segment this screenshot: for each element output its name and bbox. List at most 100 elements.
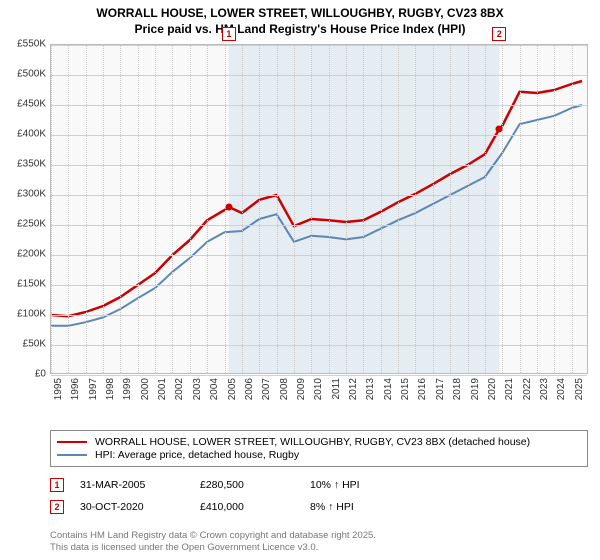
footer-line1: Contains HM Land Registry data © Crown c…	[50, 530, 376, 542]
x-tick-label: 2006	[244, 378, 255, 400]
x-tick-label: 2000	[140, 378, 151, 400]
gridline-v	[51, 45, 52, 373]
sale-flag-1: 1	[222, 27, 236, 41]
gridline-v	[103, 45, 104, 373]
gridline-v	[207, 45, 208, 373]
y-tick-label: £0	[35, 369, 46, 380]
gridline-h	[51, 345, 587, 346]
gridline-v	[398, 45, 399, 373]
x-tick-label: 2001	[157, 378, 168, 400]
x-tick-label: 1999	[122, 378, 133, 400]
x-tick-label: 1997	[88, 378, 99, 400]
x-tick-label: 2022	[522, 378, 533, 400]
x-tick-label: 2010	[313, 378, 324, 400]
x-tick-label: 2003	[192, 378, 203, 400]
chart-title-line2: Price paid vs. HM Land Registry's House …	[0, 22, 600, 36]
gridline-h	[51, 375, 587, 376]
x-tick-label: 2012	[348, 378, 359, 400]
gridline-h	[51, 165, 587, 166]
legend-label-hpi: HPI: Average price, detached house, Rugb…	[95, 449, 299, 461]
sale-marker-2: 2	[50, 500, 64, 514]
y-tick-label: £250K	[17, 219, 46, 230]
sale-price-2: £410,000	[200, 501, 310, 513]
y-tick-label: £450K	[17, 99, 46, 110]
gridline-v	[242, 45, 243, 373]
gridline-v	[155, 45, 156, 373]
gridline-v	[502, 45, 503, 373]
gridline-v	[190, 45, 191, 373]
gridline-v	[433, 45, 434, 373]
gridline-v	[120, 45, 121, 373]
gridline-h	[51, 105, 587, 106]
sale-marker-1: 1	[50, 478, 64, 492]
x-tick-label: 1998	[105, 378, 116, 400]
gridline-v	[294, 45, 295, 373]
y-tick-label: £150K	[17, 279, 46, 290]
gridline-v	[259, 45, 260, 373]
sale-date-2: 30-OCT-2020	[80, 501, 200, 513]
sale-diff-2: 8% ↑ HPI	[310, 501, 588, 513]
x-tick-label: 2021	[504, 378, 515, 400]
gridline-h	[51, 285, 587, 286]
y-tick-label: £100K	[17, 309, 46, 320]
sale-dot-2	[496, 126, 503, 133]
x-tick-label: 2011	[331, 378, 342, 400]
x-tick-label: 2005	[227, 378, 238, 400]
footer-line2: This data is licensed under the Open Gov…	[50, 542, 376, 554]
gridline-h	[51, 255, 587, 256]
x-tick-label: 2017	[435, 378, 446, 400]
x-tick-label: 2009	[296, 378, 307, 400]
sale-dot-1	[225, 204, 232, 211]
gridline-h	[51, 135, 587, 136]
x-tick-label: 2020	[487, 378, 498, 400]
gridline-h	[51, 75, 587, 76]
legend: WORRALL HOUSE, LOWER STREET, WILLOUGHBY,…	[50, 430, 588, 467]
y-tick-label: £400K	[17, 129, 46, 140]
gridline-v	[520, 45, 521, 373]
x-tick-label: 2014	[383, 378, 394, 400]
gridline-v	[138, 45, 139, 373]
gridline-h	[51, 225, 587, 226]
gridline-v	[381, 45, 382, 373]
gridline-v	[68, 45, 69, 373]
footer: Contains HM Land Registry data © Crown c…	[50, 530, 376, 554]
gridline-v	[554, 45, 555, 373]
legend-item-property: WORRALL HOUSE, LOWER STREET, WILLOUGHBY,…	[57, 436, 581, 448]
y-tick-label: £550K	[17, 39, 46, 50]
line-series	[51, 45, 589, 375]
legend-label-property: WORRALL HOUSE, LOWER STREET, WILLOUGHBY,…	[95, 436, 530, 448]
x-tick-label: 1996	[70, 378, 81, 400]
chart-container: 12 £0£50K£100K£150K£200K£250K£300K£350K£…	[50, 44, 588, 400]
gridline-h	[51, 195, 587, 196]
gridline-v	[450, 45, 451, 373]
x-tick-label: 2015	[400, 378, 411, 400]
x-tick-label: 2004	[209, 378, 220, 400]
x-tick-label: 2024	[556, 378, 567, 400]
x-tick-label: 2016	[417, 378, 428, 400]
gridline-h	[51, 45, 587, 46]
x-tick-label: 2018	[452, 378, 463, 400]
y-tick-label: £200K	[17, 249, 46, 260]
x-tick-label: 2013	[365, 378, 376, 400]
x-tick-label: 2023	[539, 378, 550, 400]
x-tick-label: 2008	[279, 378, 290, 400]
y-tick-label: £300K	[17, 189, 46, 200]
sale-price-1: £280,500	[200, 479, 310, 491]
sale-row-2: 2 30-OCT-2020 £410,000 8% ↑ HPI	[50, 500, 588, 514]
x-tick-label: 2025	[574, 378, 585, 400]
y-tick-label: £350K	[17, 159, 46, 170]
chart-title-line1: WORRALL HOUSE, LOWER STREET, WILLOUGHBY,…	[0, 0, 600, 22]
gridline-v	[415, 45, 416, 373]
y-tick-label: £500K	[17, 69, 46, 80]
sale-flag-2: 2	[492, 27, 506, 41]
gridline-v	[311, 45, 312, 373]
gridline-v	[572, 45, 573, 373]
gridline-v	[329, 45, 330, 373]
gridline-h	[51, 315, 587, 316]
x-tick-label: 2007	[261, 378, 272, 400]
plot-area: 12	[50, 44, 588, 374]
sale-date-1: 31-MAR-2005	[80, 479, 200, 491]
legend-swatch-hpi	[57, 454, 87, 456]
legend-swatch-property	[57, 441, 87, 443]
gridline-v	[172, 45, 173, 373]
